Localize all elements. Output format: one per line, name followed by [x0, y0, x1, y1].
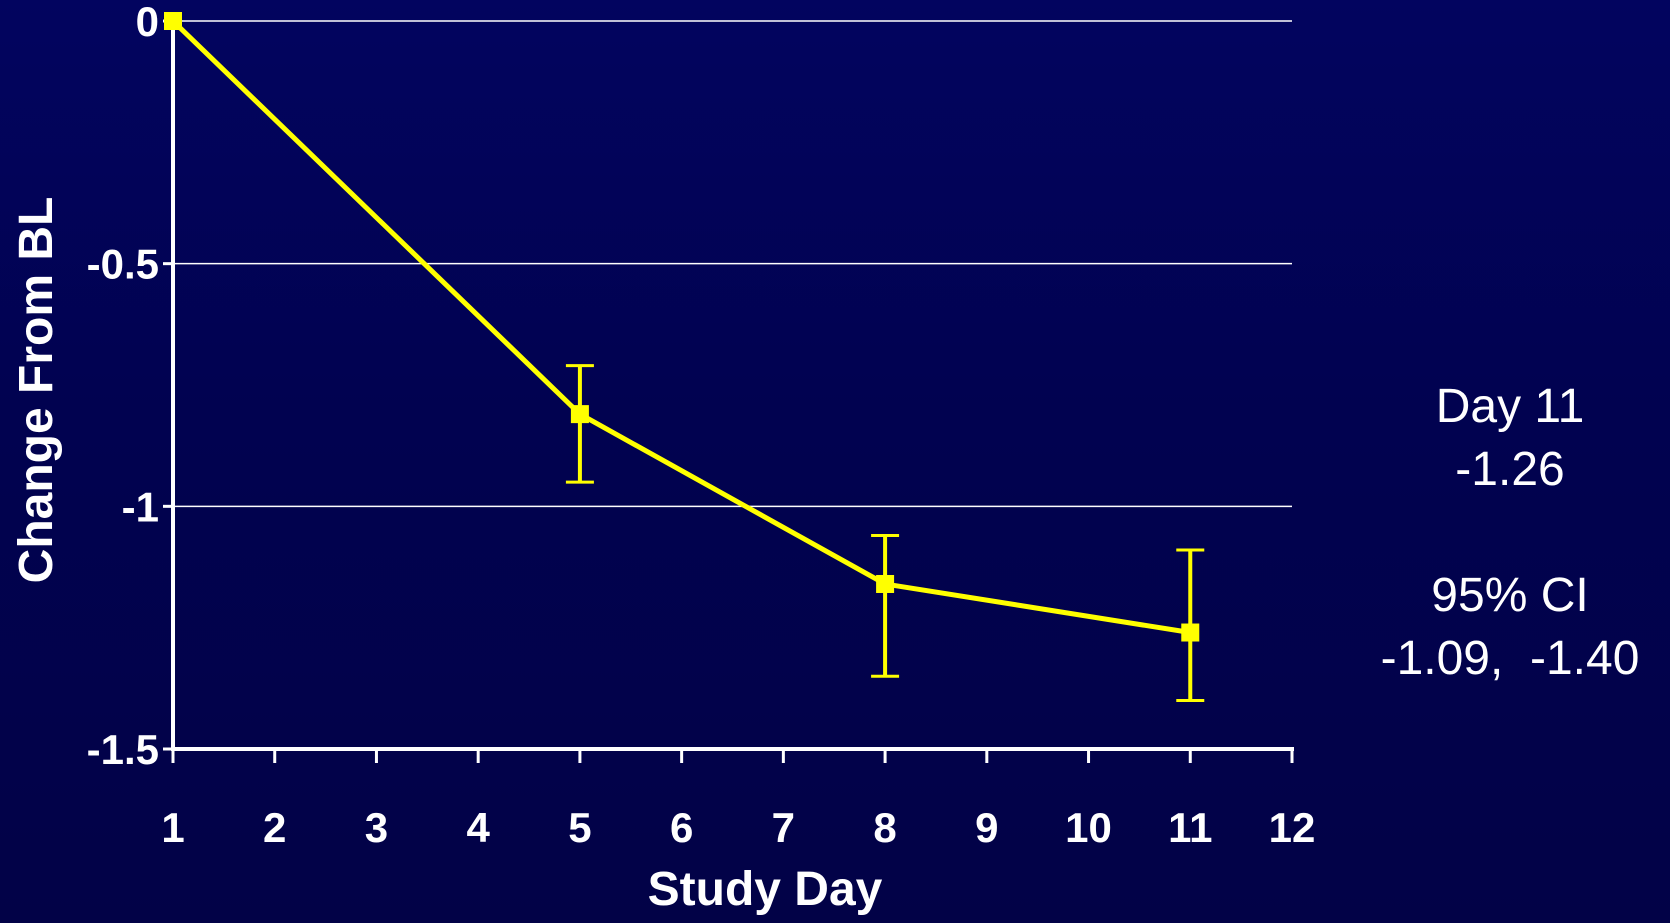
- annotation-ci-label: 95% CI: [1431, 569, 1589, 622]
- x-tick-label: 8: [873, 804, 896, 851]
- tick-labels: 0-0.5-1-1.51 2 3 4 5 6 7 8 9 10 11 12: [87, 0, 1316, 851]
- data-point: [1181, 623, 1200, 642]
- x-tick-label: 7: [772, 804, 795, 851]
- y-tick-label: 0: [136, 0, 159, 45]
- data-point: [164, 12, 182, 30]
- error-bars: [565, 364, 1205, 702]
- y-axis-title: Change From BL: [10, 197, 63, 584]
- x-tick-label: 2: [263, 804, 286, 851]
- annotation-day-value: -1.26: [1455, 443, 1565, 496]
- x-tick-label: 1: [161, 804, 184, 851]
- x-tick-label: 6: [670, 804, 693, 851]
- x-tick-label: 10: [1065, 804, 1112, 851]
- data-series: [164, 12, 1200, 642]
- series-line: [171, 19, 1191, 635]
- grid-lines: [173, 20, 1292, 508]
- y-tick-label: -0.5: [87, 241, 159, 288]
- x-tick-label: 11: [1168, 804, 1212, 851]
- data-point: [876, 574, 895, 593]
- x-tick-label: 5: [568, 804, 591, 851]
- x-tick-label: 12: [1269, 804, 1316, 851]
- x-tick-label: 9: [975, 804, 998, 851]
- x-tick-label: 3: [365, 804, 388, 851]
- annotation-ci-value: -1.09, -1.40: [1380, 632, 1640, 685]
- day11-annotation: Day 11 -1.26 95% CI -1.09, -1.40: [1330, 375, 1670, 690]
- x-tick-label: 4: [467, 804, 491, 851]
- y-tick-label: -1: [122, 483, 159, 530]
- y-tick-label: -1.5: [87, 726, 159, 773]
- x-axis-title: Study Day: [648, 863, 883, 916]
- axes: [163, 17, 1294, 763]
- annotation-spacer: [1330, 501, 1670, 564]
- data-point: [570, 405, 589, 424]
- annotation-day-label: Day 11: [1435, 380, 1585, 433]
